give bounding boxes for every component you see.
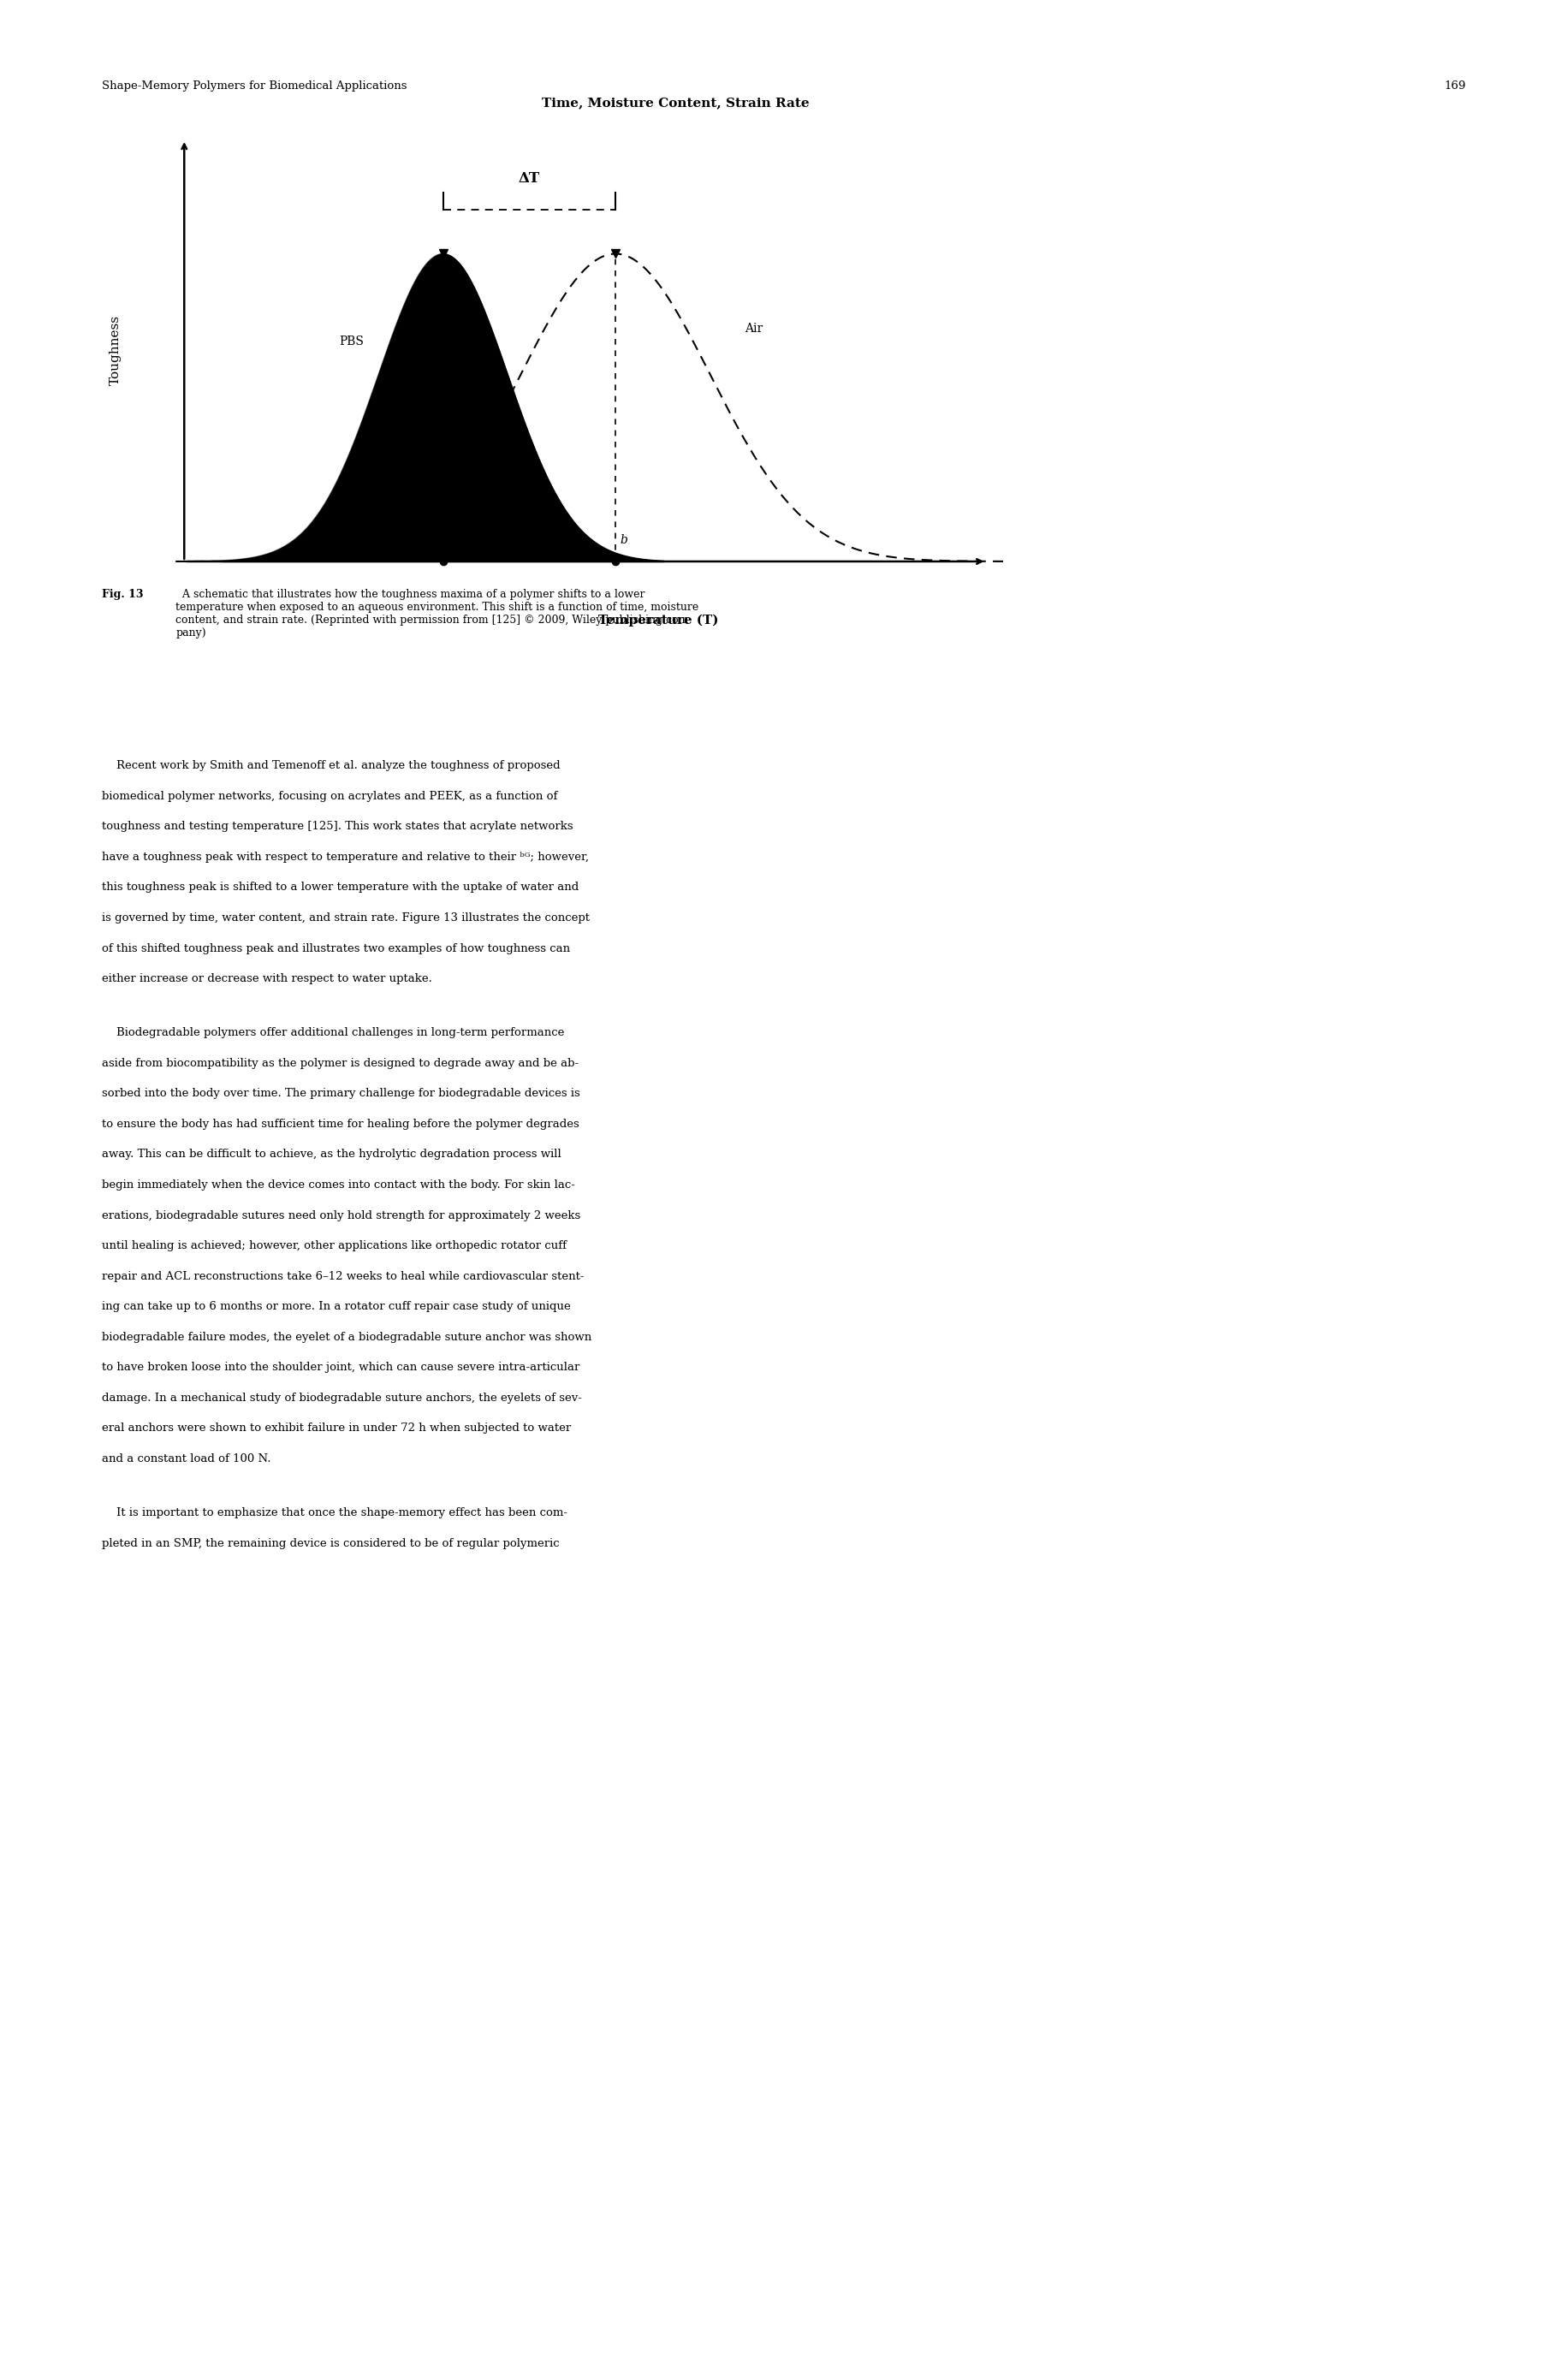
- Text: to ensure the body has had sufficient time for healing before the polymer degrad: to ensure the body has had sufficient ti…: [102, 1119, 579, 1129]
- Text: ing can take up to 6 months or more. In a rotator cuff repair case study of uniq: ing can take up to 6 months or more. In …: [102, 1302, 571, 1312]
- Text: biomedical polymer networks, focusing on acrylates and PEEK, as a function of: biomedical polymer networks, focusing on…: [102, 791, 558, 801]
- Text: Fig. 13: Fig. 13: [102, 589, 143, 601]
- Text: A schematic that illustrates how the toughness maxima of a polymer shifts to a l: A schematic that illustrates how the tou…: [176, 589, 699, 639]
- Text: biodegradable failure modes, the eyelet of a biodegradable suture anchor was sho: biodegradable failure modes, the eyelet …: [102, 1331, 591, 1342]
- Text: toughness and testing temperature [125]. This work states that acrylate networks: toughness and testing temperature [125].…: [102, 822, 574, 832]
- Text: pleted in an SMP, the remaining device is considered to be of regular polymeric: pleted in an SMP, the remaining device i…: [102, 1537, 560, 1549]
- Text: erations, biodegradable sutures need only hold strength for approximately 2 week: erations, biodegradable sutures need onl…: [102, 1209, 580, 1221]
- Text: Shape-Memory Polymers for Biomedical Applications: Shape-Memory Polymers for Biomedical App…: [102, 81, 408, 93]
- Text: a: a: [431, 535, 437, 546]
- Text: aside from biocompatibility as the polymer is designed to degrade away and be ab: aside from biocompatibility as the polym…: [102, 1057, 579, 1069]
- Text: is governed by time, water content, and strain rate. Figure 13 illustrates the c: is governed by time, water content, and …: [102, 912, 590, 924]
- Text: Biodegradable polymers offer additional challenges in long-term performance: Biodegradable polymers offer additional …: [102, 1026, 564, 1038]
- Text: this toughness peak is shifted to a lower temperature with the uptake of water a: this toughness peak is shifted to a lowe…: [102, 881, 579, 893]
- Text: Temperature (T): Temperature (T): [599, 613, 718, 627]
- Text: eral anchors were shown to exhibit failure in under 72 h when subjected to water: eral anchors were shown to exhibit failu…: [102, 1423, 571, 1433]
- Text: and a constant load of 100 N.: and a constant load of 100 N.: [102, 1454, 271, 1464]
- Text: begin immediately when the device comes into contact with the body. For skin lac: begin immediately when the device comes …: [102, 1178, 575, 1190]
- Text: away. This can be difficult to achieve, as the hydrolytic degradation process wi: away. This can be difficult to achieve, …: [102, 1150, 561, 1159]
- Text: Recent work by Smith and Temenoff et al. analyze the toughness of proposed: Recent work by Smith and Temenoff et al.…: [102, 760, 560, 772]
- Text: ΔT: ΔT: [519, 171, 539, 185]
- Text: either increase or decrease with respect to water uptake.: either increase or decrease with respect…: [102, 974, 433, 984]
- Text: PBS: PBS: [339, 335, 364, 347]
- Text: to have broken loose into the shoulder joint, which can cause severe intra-artic: to have broken loose into the shoulder j…: [102, 1361, 580, 1373]
- Text: b: b: [621, 535, 627, 546]
- Text: repair and ACL reconstructions take 6–12 weeks to heal while cardiovascular sten: repair and ACL reconstructions take 6–12…: [102, 1271, 585, 1281]
- Text: damage. In a mechanical study of biodegradable suture anchors, the eyelets of se: damage. In a mechanical study of biodegr…: [102, 1392, 582, 1404]
- Text: Time, Moisture Content, Strain Rate: Time, Moisture Content, Strain Rate: [543, 97, 809, 109]
- Text: It is important to emphasize that once the shape-memory effect has been com-: It is important to emphasize that once t…: [102, 1506, 568, 1518]
- Text: have a toughness peak with respect to temperature and relative to their ᵇᴳ; howe: have a toughness peak with respect to te…: [102, 851, 590, 862]
- Text: 169: 169: [1444, 81, 1466, 93]
- Text: Air: Air: [745, 323, 764, 335]
- Text: of this shifted toughness peak and illustrates two examples of how toughness can: of this shifted toughness peak and illus…: [102, 943, 571, 953]
- Text: sorbed into the body over time. The primary challenge for biodegradable devices : sorbed into the body over time. The prim…: [102, 1088, 580, 1100]
- Text: Toughness: Toughness: [110, 316, 121, 385]
- Text: until healing is achieved; however, other applications like orthopedic rotator c: until healing is achieved; however, othe…: [102, 1240, 566, 1252]
